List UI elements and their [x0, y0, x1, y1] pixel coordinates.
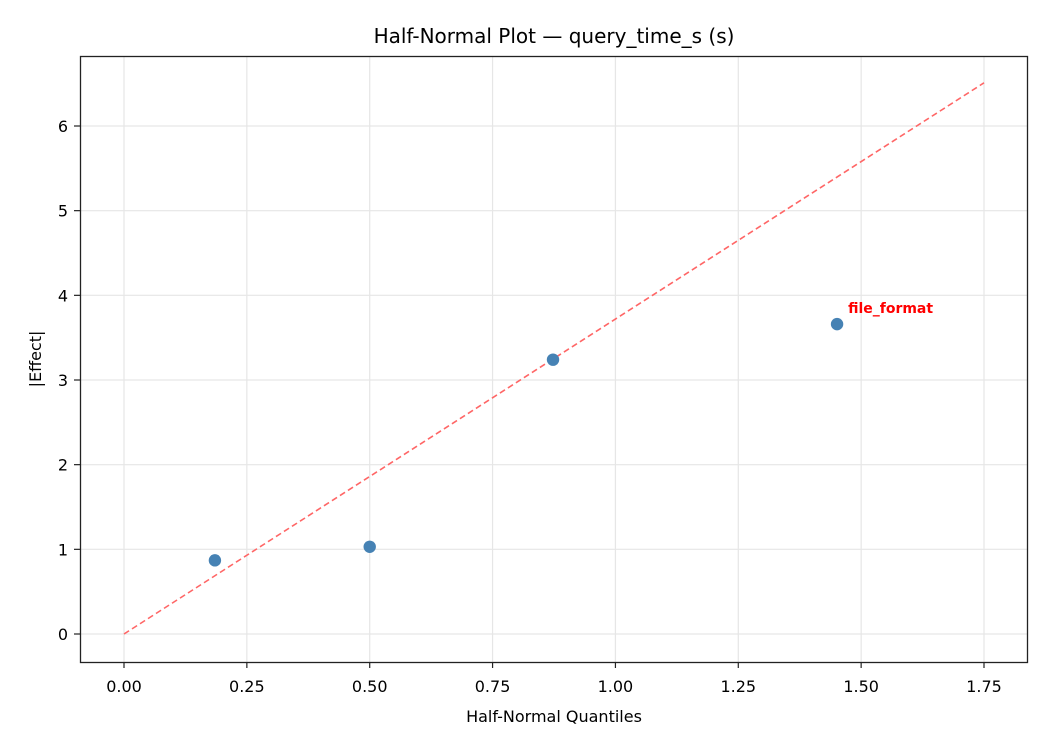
- y-tick-label: 1: [58, 540, 68, 559]
- y-tick-label: 3: [58, 371, 68, 390]
- x-tick-label: 0.75: [475, 677, 511, 696]
- x-tick-label: 1.50: [843, 677, 879, 696]
- data-point: [830, 317, 844, 331]
- y-tick-label: 0: [58, 625, 68, 644]
- x-tick-label: 0.00: [106, 677, 142, 696]
- x-tick-label: 0.25: [229, 677, 265, 696]
- x-tick-label: 1.00: [598, 677, 634, 696]
- plot-frame: [79, 55, 1029, 664]
- reference-line: [123, 82, 985, 635]
- y-tick-label: 2: [58, 456, 68, 475]
- y-tick-label: 4: [58, 286, 68, 305]
- x-axis-label: Half-Normal Quantiles: [466, 707, 642, 726]
- x-tick-label: 1.25: [720, 677, 756, 696]
- y-tick-label: 5: [58, 202, 68, 221]
- data-point: [546, 353, 560, 366]
- data-points: [208, 317, 844, 567]
- x-tick-label: 0.50: [352, 677, 388, 696]
- x-tick-label: 1.75: [966, 677, 1002, 696]
- y-tick-label: 6: [58, 117, 68, 136]
- annotations: file_format: [848, 301, 933, 317]
- chart-title: Half-Normal Plot — query_time_s (s): [374, 24, 735, 48]
- x-axis-ticks: 0.00 0.25 0.50 0.75 1.00 1.25 1.50 1.75: [106, 662, 1002, 696]
- point-annotation: file_format: [848, 301, 933, 317]
- y-axis-label: |Effect|: [26, 331, 45, 388]
- gridlines: [80, 56, 1028, 662]
- data-point: [208, 554, 222, 567]
- y-axis-ticks: 0 1 2 3 4 5 6: [58, 117, 80, 644]
- data-point: [363, 540, 376, 553]
